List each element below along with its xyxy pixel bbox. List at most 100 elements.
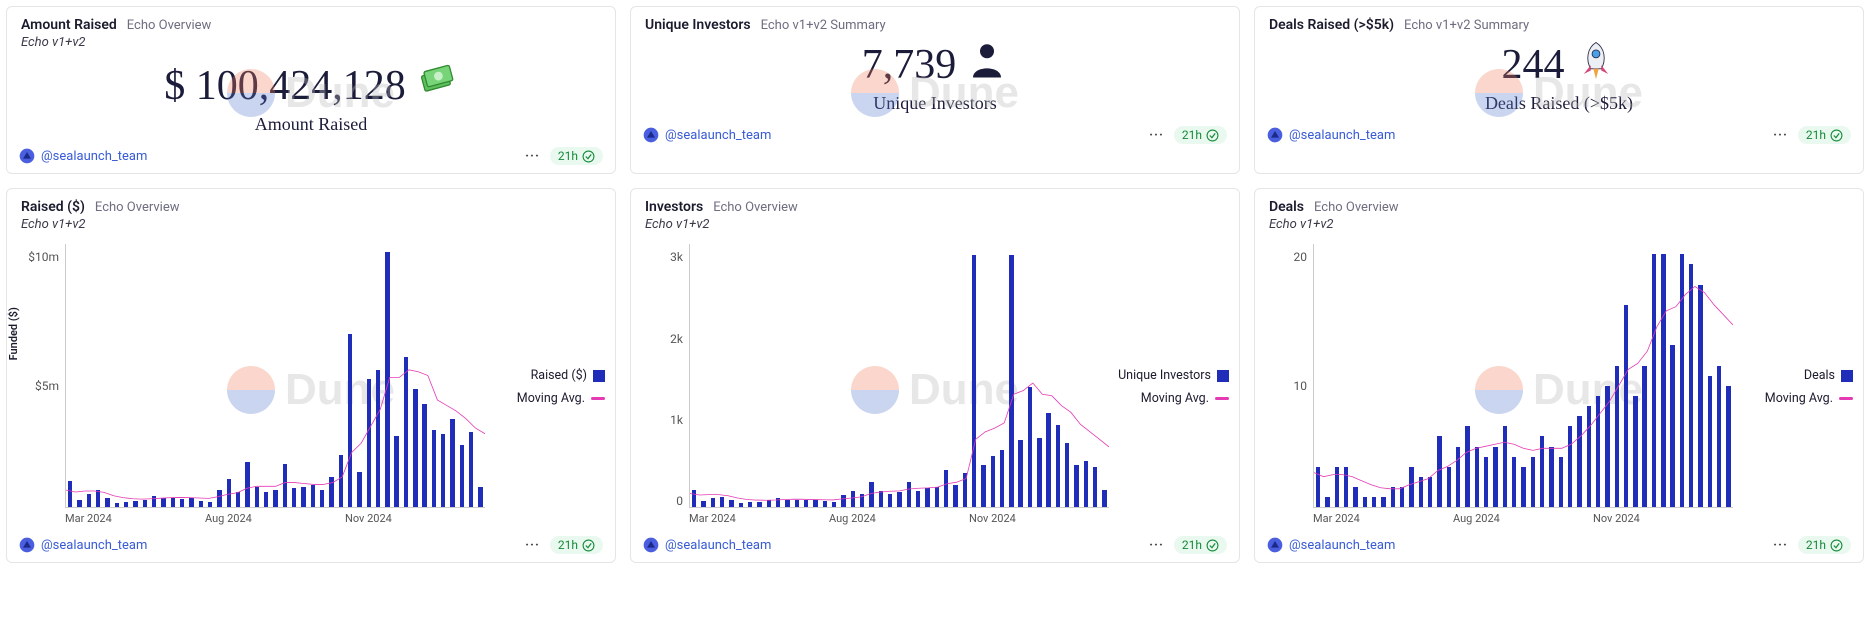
bar[interactable] bbox=[478, 487, 482, 508]
bar[interactable] bbox=[422, 404, 426, 507]
bar[interactable] bbox=[87, 494, 91, 507]
bar[interactable] bbox=[450, 419, 454, 507]
bar[interactable] bbox=[320, 490, 324, 507]
bar[interactable] bbox=[1605, 386, 1609, 507]
bar[interactable] bbox=[1531, 457, 1535, 508]
bar[interactable] bbox=[1447, 467, 1451, 507]
bar[interactable] bbox=[1726, 386, 1730, 507]
bar[interactable] bbox=[897, 492, 901, 507]
bar[interactable] bbox=[879, 491, 883, 507]
bar[interactable] bbox=[1065, 443, 1069, 507]
freshness-badge[interactable]: 21h bbox=[550, 536, 603, 554]
more-menu-icon[interactable]: ··· bbox=[525, 538, 540, 553]
more-menu-icon[interactable]: ··· bbox=[1773, 128, 1788, 143]
bar[interactable] bbox=[329, 477, 333, 507]
freshness-badge[interactable]: 21h bbox=[550, 147, 603, 165]
bar[interactable] bbox=[301, 487, 305, 508]
bar[interactable] bbox=[1391, 487, 1395, 507]
bar[interactable] bbox=[963, 473, 967, 507]
bar[interactable] bbox=[1325, 497, 1329, 507]
bar[interactable] bbox=[1596, 396, 1600, 507]
bar[interactable] bbox=[1335, 467, 1339, 507]
freshness-badge[interactable]: 21h bbox=[1798, 126, 1851, 144]
bar[interactable] bbox=[376, 370, 380, 507]
author-link[interactable]: @sealaunch_team bbox=[643, 537, 771, 553]
bar[interactable] bbox=[133, 501, 137, 508]
bar[interactable] bbox=[832, 502, 836, 508]
bar[interactable] bbox=[1316, 467, 1320, 507]
bar[interactable] bbox=[785, 500, 789, 508]
bar[interactable] bbox=[1056, 425, 1060, 508]
bar[interactable] bbox=[68, 481, 72, 507]
bar[interactable] bbox=[1503, 426, 1507, 507]
bar[interactable] bbox=[1353, 487, 1357, 507]
legend-item-line[interactable]: Moving Avg. bbox=[1117, 391, 1229, 406]
bar[interactable] bbox=[1428, 477, 1432, 507]
bar[interactable] bbox=[739, 503, 743, 508]
bar[interactable] bbox=[888, 494, 892, 508]
bar[interactable] bbox=[1521, 467, 1525, 507]
bar[interactable] bbox=[851, 491, 855, 508]
bar[interactable] bbox=[283, 464, 287, 507]
bar[interactable] bbox=[1615, 366, 1619, 508]
bar[interactable] bbox=[991, 456, 995, 507]
bar[interactable] bbox=[1512, 457, 1516, 508]
bar[interactable] bbox=[757, 502, 761, 508]
bar[interactable] bbox=[1698, 285, 1702, 508]
author-link[interactable]: @sealaunch_team bbox=[19, 148, 147, 164]
chart-plot[interactable] bbox=[65, 244, 485, 508]
bar[interactable] bbox=[1465, 426, 1469, 507]
bar[interactable] bbox=[357, 472, 361, 508]
chart-plot[interactable] bbox=[1313, 244, 1733, 508]
legend-item-line[interactable]: Moving Avg. bbox=[493, 391, 605, 406]
bar[interactable] bbox=[1680, 254, 1684, 507]
bar[interactable] bbox=[1018, 440, 1022, 508]
bar[interactable] bbox=[767, 500, 771, 507]
bar[interactable] bbox=[152, 496, 156, 507]
bar[interactable] bbox=[1540, 436, 1544, 507]
bar[interactable] bbox=[1437, 436, 1441, 507]
bar[interactable] bbox=[1652, 254, 1656, 507]
bar[interactable] bbox=[1475, 447, 1479, 508]
bar[interactable] bbox=[1577, 416, 1581, 507]
bar[interactable] bbox=[311, 485, 315, 508]
bar[interactable] bbox=[292, 488, 296, 507]
bar[interactable] bbox=[1037, 438, 1041, 507]
bar[interactable] bbox=[1624, 305, 1628, 507]
bar[interactable] bbox=[823, 501, 827, 507]
bar[interactable] bbox=[869, 482, 873, 507]
bar[interactable] bbox=[1456, 447, 1460, 508]
more-menu-icon[interactable]: ··· bbox=[1149, 538, 1164, 553]
bar[interactable] bbox=[916, 491, 920, 508]
bar[interactable] bbox=[404, 357, 408, 507]
bar[interactable] bbox=[236, 492, 240, 507]
bar[interactable] bbox=[1661, 254, 1665, 507]
more-menu-icon[interactable]: ··· bbox=[525, 149, 540, 164]
legend-item-bar[interactable]: Deals bbox=[1741, 368, 1853, 383]
bar[interactable] bbox=[1559, 457, 1563, 508]
bar[interactable] bbox=[1642, 366, 1646, 508]
bar[interactable] bbox=[394, 436, 398, 507]
bar[interactable] bbox=[860, 494, 864, 507]
bar[interactable] bbox=[692, 490, 696, 507]
bar[interactable] bbox=[1633, 396, 1637, 507]
bar[interactable] bbox=[1400, 487, 1404, 507]
bar[interactable] bbox=[413, 389, 417, 507]
bar[interactable] bbox=[105, 498, 109, 507]
bar[interactable] bbox=[1028, 387, 1032, 507]
bar[interactable] bbox=[115, 503, 119, 507]
bar[interactable] bbox=[1717, 366, 1721, 508]
bar[interactable] bbox=[432, 430, 436, 507]
author-link[interactable]: @sealaunch_team bbox=[643, 127, 771, 143]
bar[interactable] bbox=[264, 492, 268, 507]
bar[interactable] bbox=[972, 255, 976, 507]
bar[interactable] bbox=[1372, 497, 1376, 507]
bar[interactable] bbox=[348, 334, 352, 507]
freshness-badge[interactable]: 21h bbox=[1798, 536, 1851, 554]
bar[interactable] bbox=[1046, 413, 1050, 507]
more-menu-icon[interactable]: ··· bbox=[1773, 538, 1788, 553]
bar[interactable] bbox=[1074, 465, 1078, 507]
bar[interactable] bbox=[701, 501, 705, 507]
bar[interactable] bbox=[1689, 264, 1693, 507]
bar[interactable] bbox=[1568, 426, 1572, 507]
